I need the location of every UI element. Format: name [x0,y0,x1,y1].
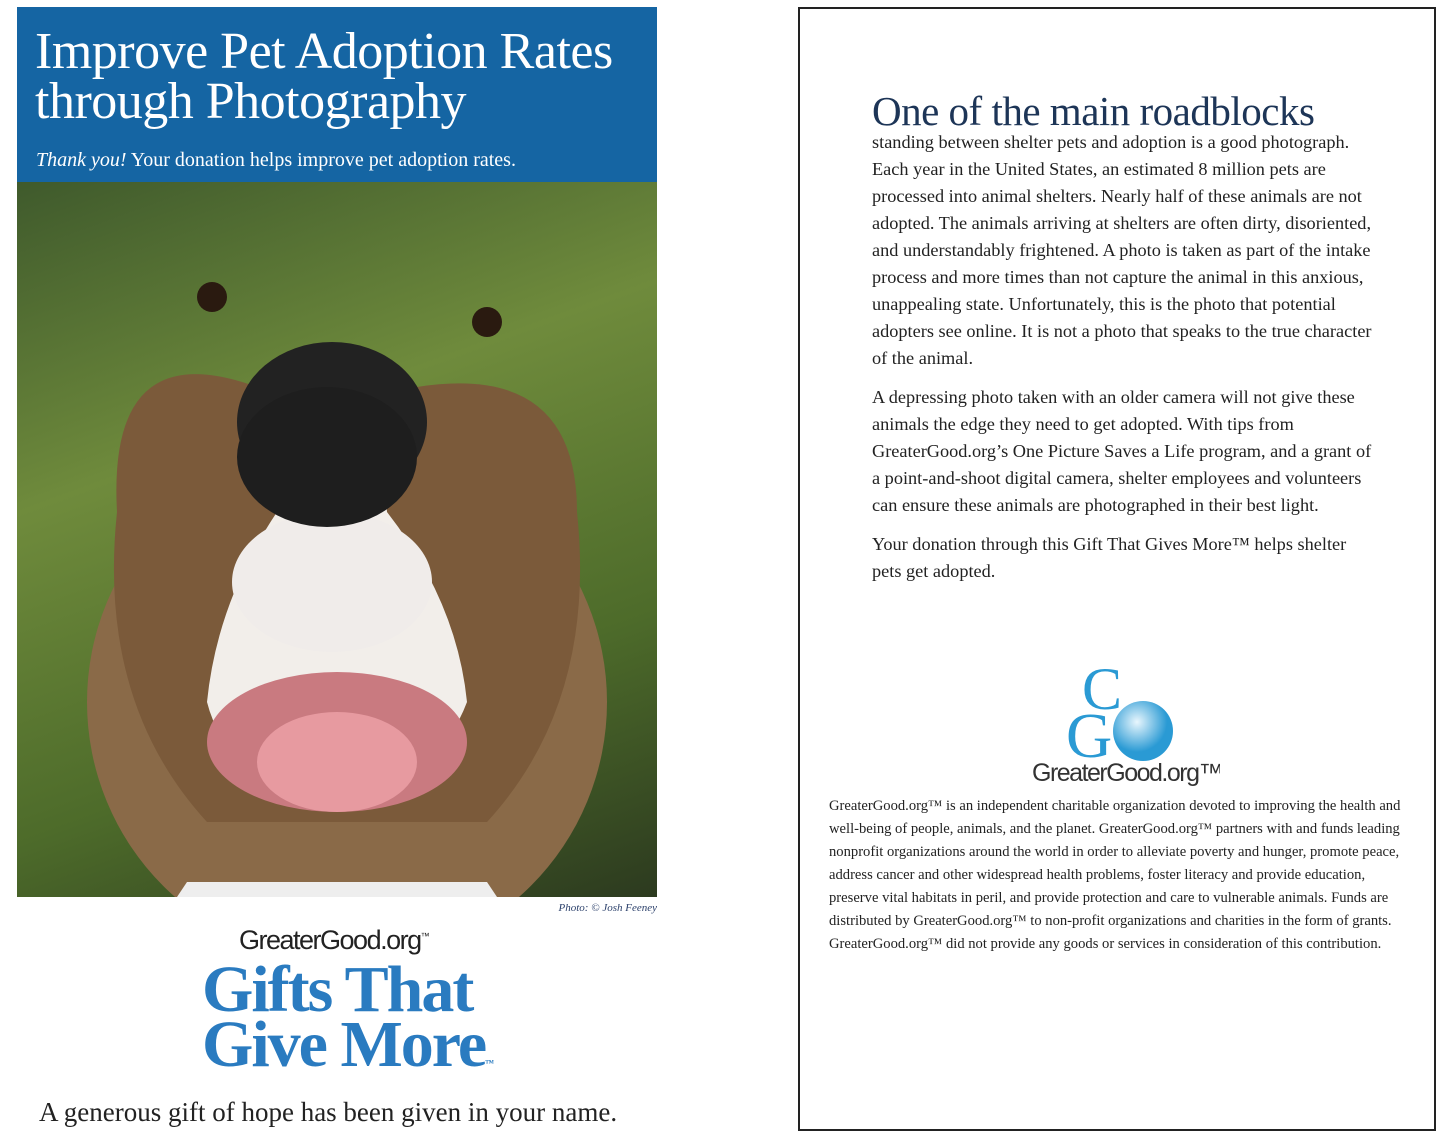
logo-line-2: Give More [202,1008,487,1081]
gifts-that-give-more-logo: Gifts That Give More™ [202,957,495,1091]
dog-illustration [87,282,607,897]
logo-tm: ™ [420,931,430,941]
tagline: A generous gift of hope has been given i… [39,1097,618,1127]
greatergood-logo-text: GreaterGood.org™ [239,925,430,956]
paragraph: A depressing photo taken with an older c… [872,387,1372,515]
svg-text:C: C [1082,659,1122,722]
dog-photo [17,182,657,897]
title-line-2: through Photography [35,73,467,130]
photo-credit: Photo: © Josh Feeney [558,902,657,914]
section-heading: One of the main roadblocks [872,88,1315,134]
paragraph: standing between shelter pets and adopti… [872,132,1372,368]
subtitle: Thank you! Your donation helps improve p… [36,149,516,172]
paragraph: Your donation through this Gift That Giv… [872,534,1347,581]
subtitle-thank-you: Thank you! [36,149,127,171]
svg-text:G: G [1066,700,1112,771]
title-banner: Improve Pet Adoption Rates through Photog… [17,7,657,182]
card-back: One of the main roadblocks standing betw… [798,7,1436,1131]
subtitle-text: Your donation helps improve pet adoption… [126,149,516,171]
globe-go-icon: C G GreaterGood.org™ [1032,656,1224,787]
card-front: Improve Pet Adoption Rates through Photog… [17,7,657,1127]
title-line-1: Improve Pet Adoption Rates [35,23,613,80]
body-text: standing between shelter pets and adopti… [872,129,1377,597]
logo-line-1: Gifts That [202,953,474,1026]
logo-brand: GreaterGood.org [239,925,422,955]
greatergood-logo: C G GreaterGood.org™ [1030,656,1224,789]
about-text: GreaterGood.org™ is an independent chari… [829,798,1401,952]
page-title: Improve Pet Adoption Rates through Photog… [35,26,613,130]
logo-wordmark: GreaterGood.org™ [1032,759,1220,787]
logo-line-tm: ™ [485,1058,495,1068]
